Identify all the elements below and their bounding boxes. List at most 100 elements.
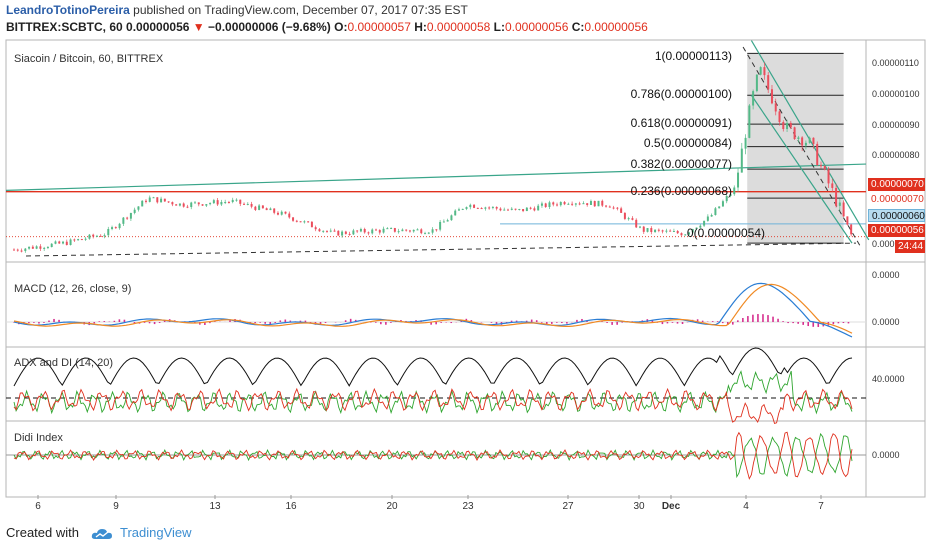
publish-header: LeandroTotinoPereira published on Tradin… [6, 3, 468, 17]
support-price-badge: 0.00000060 [868, 209, 925, 222]
candle-body [480, 208, 483, 210]
candle-body [835, 187, 838, 206]
macd-histogram-bar [93, 322, 96, 324]
candle-body [465, 207, 468, 209]
candle-body [273, 208, 276, 213]
candle-body [748, 105, 751, 138]
candle-body [307, 221, 310, 223]
candle-body [642, 226, 645, 232]
candle-body [276, 212, 279, 215]
macd-histogram-bar [33, 322, 35, 323]
candle-body [669, 230, 672, 232]
x-tick: 16 [285, 501, 297, 512]
price-tick: 0.00000080 [872, 150, 920, 160]
resistance-price-text: 0.00000070 [871, 194, 924, 205]
candle-body [676, 231, 679, 234]
macd-histogram-bar [566, 322, 568, 324]
candle-body [484, 207, 487, 209]
x-tick: 20 [386, 501, 398, 512]
macd-histogram-bar [515, 320, 518, 322]
x-tick: 27 [562, 501, 574, 512]
candle-body [126, 217, 129, 219]
candle-body [220, 202, 223, 205]
candle-body [616, 207, 619, 209]
fib-label-05: 0.5(0.00000084) [643, 136, 732, 150]
candle-body [718, 206, 721, 209]
candle-body [356, 230, 359, 232]
candle-body [657, 229, 660, 231]
macd-histogram-bar [319, 322, 322, 325]
candle-body [661, 230, 664, 232]
candle-body [424, 233, 427, 235]
footer: Created with TradingView [6, 525, 192, 540]
candle-body [759, 67, 762, 75]
macd-histogram-bar [732, 322, 734, 325]
candle-body [186, 206, 189, 208]
candle-body [488, 207, 491, 209]
candle-body [88, 234, 91, 239]
macd-histogram-bar [28, 322, 30, 323]
macd-histogram-bar [525, 320, 528, 322]
didi-slow-line [13, 431, 853, 480]
candle-body [563, 202, 566, 205]
author-link[interactable]: LeandroTotinoPereira [6, 3, 130, 17]
candle-body [706, 216, 709, 221]
candle-body [767, 75, 770, 90]
candle-body [842, 202, 845, 217]
candle-body [258, 205, 261, 210]
candle-body [209, 203, 212, 205]
macd-histogram-bar [812, 322, 815, 327]
candle-body [522, 209, 525, 212]
candle-body [359, 228, 362, 232]
candle-body [322, 230, 325, 232]
candle-body [793, 127, 796, 139]
candle-body [823, 166, 826, 170]
candle-body [782, 122, 785, 130]
candle-body [495, 206, 498, 209]
macd-histogram-bar [716, 321, 719, 322]
macd-histogram-bar [344, 320, 347, 322]
candle-body [763, 67, 766, 76]
candle-body [427, 232, 430, 234]
tradingview-cloud-icon [91, 528, 112, 539]
candle-body [344, 231, 347, 234]
macd-histogram-bar [666, 322, 669, 324]
candle-body [390, 228, 393, 230]
candle-body [778, 111, 781, 123]
candle-body [529, 207, 532, 209]
tradingview-brand-link[interactable]: TradingView [120, 525, 192, 540]
chart-frame [5, 39, 926, 498]
macd-histogram-bar [354, 319, 357, 322]
macd-histogram-bar [742, 318, 744, 322]
price-tick: 0.00000110 [872, 58, 919, 68]
candle-body [412, 229, 415, 232]
candle-body [284, 211, 287, 214]
macd-histogram-bar [304, 320, 307, 322]
candle-body [801, 137, 804, 146]
candle-body [548, 202, 551, 208]
fib-label-0786: 0.786(0.00000100) [630, 87, 732, 101]
macd-histogram-bar [606, 322, 608, 323]
candle-body [804, 142, 807, 146]
macd-histogram-bar [490, 322, 493, 323]
macd-histogram-bar [762, 314, 764, 322]
fib-label-1: 1(0.00000113) [654, 49, 732, 63]
candle-body [623, 212, 626, 219]
x-tick: 4 [743, 501, 749, 512]
open-value: 0.00000057 [347, 20, 411, 34]
macd-histogram-bar [229, 320, 231, 322]
x-tick: 30 [633, 501, 645, 512]
price-change: −0.00000006 (−9.68%) [208, 20, 331, 34]
candle-body [246, 203, 249, 205]
candle-body [114, 227, 117, 229]
macd-histogram-bar [837, 322, 840, 324]
candle-body [375, 229, 378, 231]
macd-histogram-bar [540, 322, 543, 323]
macd-histogram-bar [43, 322, 45, 323]
candle-body [227, 202, 230, 204]
macd-histogram-bar [616, 322, 618, 325]
macd-histogram-bar [576, 319, 578, 322]
candle-body [608, 206, 611, 208]
candle-body [446, 220, 449, 222]
